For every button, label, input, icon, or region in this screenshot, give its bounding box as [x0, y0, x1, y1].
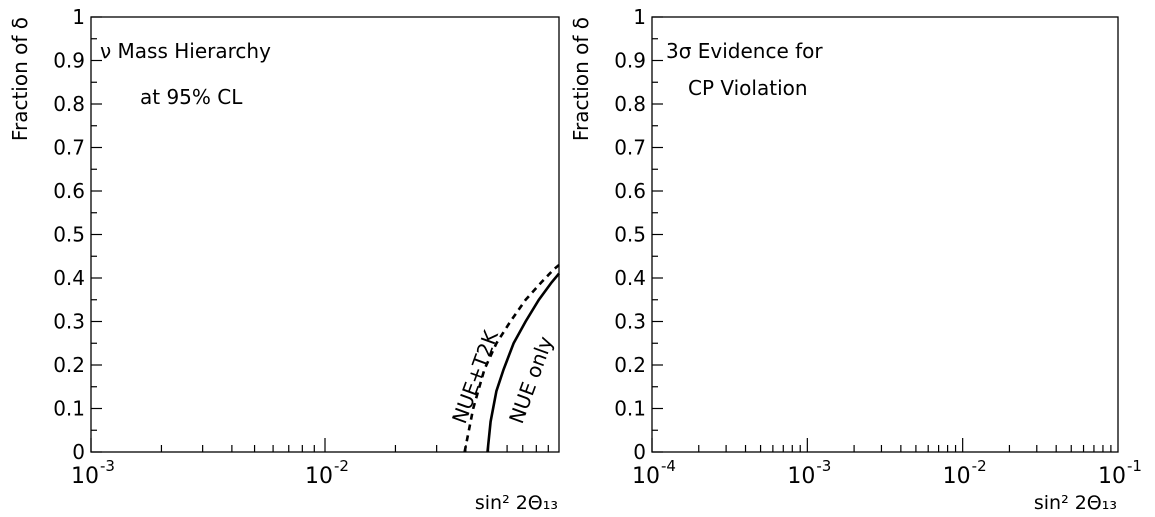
chart-1-y-axis-title: Fraction of δ — [8, 17, 32, 141]
chart-2-y-tick-label: 1 — [633, 5, 646, 29]
chart-2-x-axis-title: sin² 2Θ₁₃ — [1034, 492, 1117, 514]
chart-1-y-tick-label: 0 — [72, 440, 85, 464]
chart-1-x-axis-title: sin² 2Θ₁₃ — [475, 492, 558, 514]
chart-2-x-tick-label-base: 10 — [1098, 464, 1126, 489]
chart-1-y-tick-label: 0.6 — [53, 179, 85, 203]
chart-1-x-tick-label-base: 10 — [71, 464, 99, 489]
chart-1-x-tick-label-exp: -3 — [100, 457, 115, 475]
chart-2-x-tick-label-base: 10 — [632, 464, 660, 489]
chart-1-y-tick-label: 0.9 — [53, 49, 85, 73]
chart-2-x-tick-label-exp: -2 — [972, 457, 987, 475]
chart-2-y-tick-label: 0.1 — [614, 397, 646, 421]
chart-1-annotation: at 95% CL — [140, 85, 243, 109]
chart-1-y-tick-label: 0.5 — [53, 223, 85, 247]
chart-2-y-tick-label: 0.5 — [614, 223, 646, 247]
chart-2-x-tick-label-exp: -3 — [816, 457, 831, 475]
chart-2-y-tick-label: 0.7 — [614, 136, 646, 160]
chart-1-annotation: ν Mass Hierarchy — [100, 39, 271, 63]
chart-1-y-tick-label: 0.1 — [53, 397, 85, 421]
chart-1-y-tick-label: 1 — [72, 5, 85, 29]
chart-1-series-label: NUE+T2K — [447, 326, 503, 426]
chart-2-annotation: CP Violation — [688, 76, 808, 100]
chart-2-y-tick-label: 0.9 — [614, 49, 646, 73]
chart-2-x-tick-label-exp: -1 — [1127, 457, 1142, 475]
chart-2-y-tick-label: 0.4 — [614, 266, 646, 290]
chart-2-x-tick-label-base: 10 — [787, 464, 815, 489]
chart-2-y-tick-label: 0.2 — [614, 353, 646, 377]
chart-1-series-nue-only-line — [486, 272, 560, 453]
chart-2-y-axis-title: Fraction of δ — [569, 17, 593, 141]
chart-2-x-tick-label-base: 10 — [943, 464, 971, 489]
chart-2-y-tick-label: 0 — [633, 440, 646, 464]
chart-2-annotation: 3σ Evidence for — [666, 39, 823, 63]
chart-1-y-tick-label: 0.7 — [53, 136, 85, 160]
chart-1-y-tick-label: 0.4 — [53, 266, 85, 290]
chart-2-y-tick-label: 0.6 — [614, 179, 646, 203]
chart-2-y-tick-label: 0.8 — [614, 92, 646, 116]
chart-1-x-tick-label-exp: -2 — [334, 457, 349, 475]
chart-1-x-tick-label-base: 10 — [305, 464, 333, 489]
chart-2-y-tick-label: 0.3 — [614, 310, 646, 334]
chart-1-series-nue-t2k-line — [463, 263, 560, 453]
chart-1-y-tick-label: 0.3 — [53, 310, 85, 334]
chart-1-y-tick-label: 0.8 — [53, 92, 85, 116]
chart-1-plot-frame — [90, 16, 560, 453]
chart-1-y-tick-label: 0.2 — [53, 353, 85, 377]
chart-2-x-tick-label-exp: -4 — [661, 457, 676, 475]
